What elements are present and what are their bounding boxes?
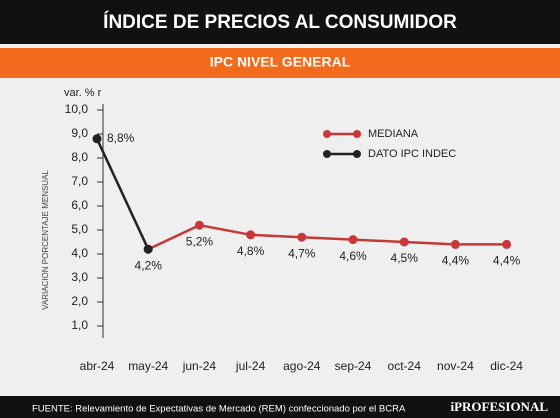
y-tick-label: 4,0 [71, 246, 88, 260]
y-tick-label: 6,0 [71, 198, 88, 212]
legend-marker [353, 150, 361, 158]
x-tick-label: may-24 [128, 359, 168, 373]
x-tick-label: nov-24 [437, 359, 474, 373]
chart-title: ÍNDICE DE PRECIOS AL CONSUMIDOR [103, 11, 457, 33]
data-label: 4,6% [339, 249, 367, 263]
y-tick-label: 8,0 [71, 150, 88, 164]
y-tick-label: 9,0 [71, 126, 88, 140]
y-axis-label: VARIACION PORCENTAJE MENSUAL [41, 170, 50, 310]
brand: iPROFESIONAL [450, 399, 548, 414]
data-point [246, 230, 256, 240]
data-label: 4,4% [493, 254, 521, 268]
data-label: 5,2% [186, 234, 214, 248]
series-line [147, 223, 507, 251]
y-tick-label: 2,0 [71, 294, 88, 308]
data-label: 4,8% [237, 244, 265, 258]
x-tick-label: sep-24 [335, 359, 372, 373]
x-tick-label: oct-24 [388, 359, 422, 373]
y-tick-label: 3,0 [71, 270, 88, 284]
legend-marker [353, 130, 361, 138]
data-point [348, 235, 358, 245]
y-unit: var. % r [64, 87, 102, 99]
data-point [143, 244, 153, 254]
y-tick-label: 10,0 [65, 102, 89, 116]
x-tick-label: ago-24 [283, 359, 321, 373]
x-tick-label: dic-24 [490, 359, 523, 373]
data-label: 4,2% [135, 258, 163, 272]
x-tick-label: jul-24 [235, 359, 266, 373]
x-tick-label: abr-24 [80, 359, 115, 373]
y-tick-label: 1,0 [71, 318, 88, 332]
legend-label: DATO IPC INDEC [368, 148, 456, 160]
data-point [194, 220, 204, 230]
data-label: 4,7% [288, 246, 316, 260]
data-label: 4,4% [442, 254, 470, 268]
chart-subtitle: IPC NIVEL GENERAL [210, 54, 351, 70]
y-tick-label: 5,0 [71, 222, 88, 236]
data-point [450, 239, 460, 249]
title-bar [0, 0, 560, 44]
y-tick-label: 7,0 [71, 174, 88, 188]
data-point [399, 237, 409, 247]
data-label: 8,8% [107, 131, 135, 145]
legend-label: MEDIANA [368, 128, 419, 140]
legend-marker [323, 130, 331, 138]
data-point [92, 134, 102, 144]
x-tick-label: jun-24 [182, 359, 217, 373]
data-point [502, 239, 512, 249]
source: FUENTE: Relevamiento de Expectativas de … [32, 404, 406, 415]
series-line [95, 138, 150, 250]
subtitle-bar [0, 48, 560, 78]
data-label: 4,5% [391, 251, 419, 265]
footer-bar [0, 396, 560, 418]
legend-marker [323, 150, 331, 158]
data-point [297, 232, 307, 242]
